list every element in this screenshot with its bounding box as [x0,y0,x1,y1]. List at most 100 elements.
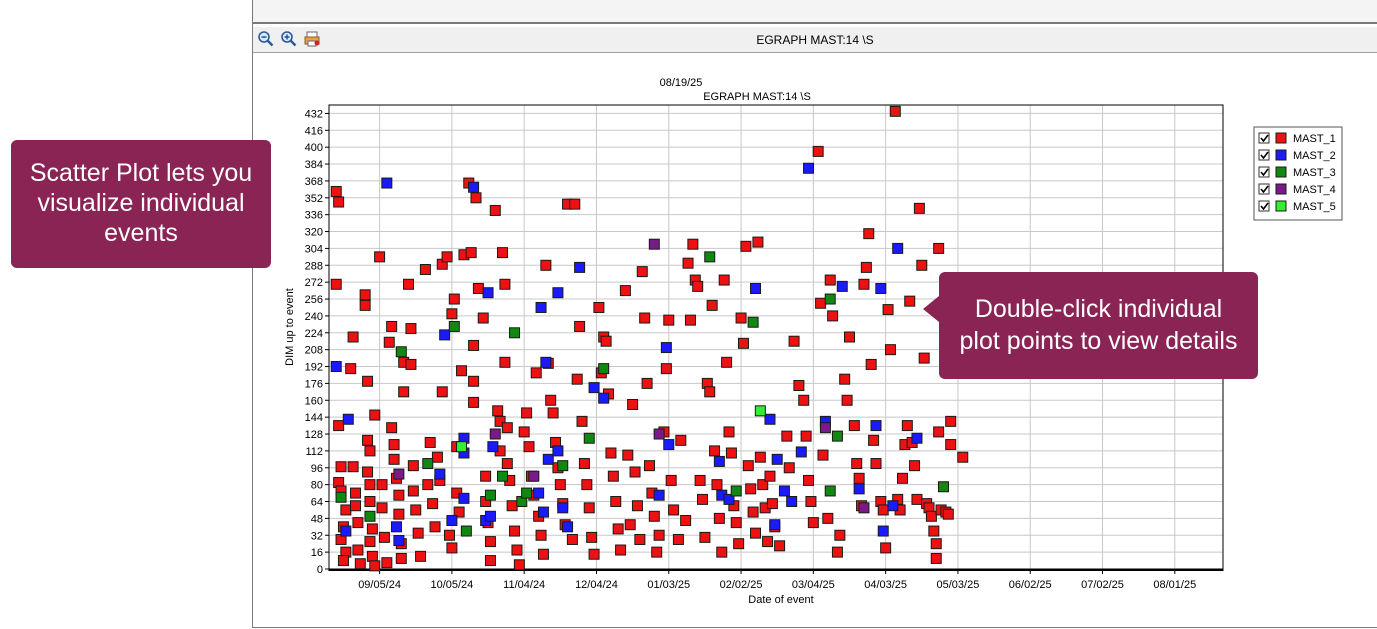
data-point [750,527,762,539]
data-point [484,555,496,567]
data-point [925,510,937,522]
data-point [892,242,904,254]
data-point [583,502,595,514]
zoom-in-icon[interactable] [280,30,298,48]
data-point [364,479,376,491]
data-point [841,394,853,406]
zoom-out-icon[interactable] [257,30,275,48]
data-point [511,544,523,556]
y-tick-label: 16 [311,547,323,559]
data-point [933,426,945,438]
data-point [448,320,460,332]
data-point [364,536,376,548]
data-point [574,261,586,273]
legend-check-mark [1260,168,1269,177]
x-tick-label: 07/02/25 [1081,579,1124,591]
data-point [335,461,347,473]
data-point [858,502,870,514]
data-point [588,382,600,394]
data-point [552,445,564,457]
data-point [376,502,388,514]
data-point [860,261,872,273]
data-point [407,485,419,497]
legend-label: MAST_2 [1293,150,1336,162]
data-point [566,533,578,545]
data-point [740,240,752,252]
data-point [545,394,557,406]
data-point [468,375,480,387]
legend-swatch [1275,149,1287,161]
data-point [386,320,398,332]
legend-check-mark [1260,185,1269,194]
callout-line: events [104,219,178,247]
data-point [484,489,496,501]
data-point [342,413,354,425]
data-point [863,228,875,240]
legend-label: MAST_5 [1293,201,1336,213]
data-point [945,415,957,427]
data-point [930,538,942,550]
data-point [434,468,446,480]
data-point [547,407,559,419]
data-point [911,432,923,444]
data-point [651,546,663,558]
data-point [909,460,921,472]
data-point [521,407,533,419]
data-point [824,485,836,497]
data-point [576,415,588,427]
y-tick-label: 320 [305,227,323,239]
data-point [378,531,390,543]
data-point [747,316,759,328]
print-icon[interactable] [304,30,322,48]
data-point [757,479,769,491]
data-point [395,552,407,564]
data-point [460,525,472,537]
data-point [386,422,398,434]
data-point [369,560,381,572]
data-point [639,312,651,324]
data-point [347,331,359,343]
data-point [439,329,451,341]
x-tick-label: 12/04/24 [575,579,618,591]
data-point [398,386,410,398]
data-point [364,510,376,522]
data-point [750,282,762,294]
data-point [569,198,581,210]
data-point [335,491,347,503]
data-point [897,472,909,484]
legend-checkbox [1258,149,1270,161]
data-point [754,451,766,463]
data-point [793,380,805,392]
y-tick-label: 80 [311,480,323,492]
data-point [870,420,882,432]
data-point [877,525,889,537]
data-point [381,557,393,569]
callout-double-click-info: Double-click individual plot points to v… [923,272,1258,379]
data-point [499,278,511,290]
y-tick-label: 176 [305,378,323,390]
data-point [805,496,817,508]
data-point [419,264,431,276]
data-point [415,550,427,562]
data-point [366,523,378,535]
window-top-strip [253,0,1377,24]
data-point [496,470,508,482]
data-point [350,500,362,512]
data-point [521,487,533,499]
data-point [540,259,552,271]
data-point [709,445,721,457]
data-point [489,428,501,440]
data-point [697,493,709,505]
data-point [345,363,357,375]
data-point [819,422,831,434]
data-point [836,280,848,292]
data-point [706,299,718,311]
data-point [354,558,366,570]
data-point [887,500,899,512]
data-point [540,356,552,368]
data-point [803,474,815,486]
data-point [865,358,877,370]
data-point [523,441,535,453]
data-point [369,409,381,421]
data-point [636,266,648,278]
